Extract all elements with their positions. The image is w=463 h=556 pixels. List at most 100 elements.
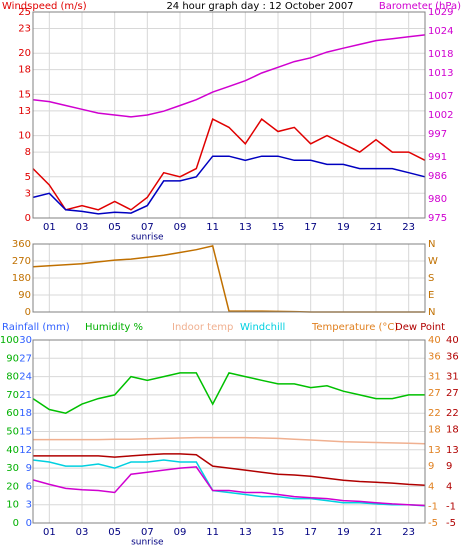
data-line xyxy=(32,155,426,215)
x-tick-label: 05 xyxy=(108,222,121,233)
y-tick-label: -5 xyxy=(446,518,456,529)
y-tick-label: 27 xyxy=(19,353,32,364)
x-tick-label: 15 xyxy=(272,222,285,233)
x-tick-label: 17 xyxy=(304,527,317,538)
y-tick-label: 0 xyxy=(13,518,19,529)
y-tick-label: N xyxy=(428,307,435,318)
data-line xyxy=(33,453,426,486)
y-tick-label: 18 xyxy=(428,424,441,435)
y-tick-label: 3 xyxy=(25,188,31,199)
y-tick-label: 997 xyxy=(428,129,447,140)
y-tick-label: 30 xyxy=(19,335,32,346)
y-tick-label: 360 xyxy=(12,239,31,250)
y-tick-label: -1 xyxy=(428,502,438,513)
y-tick-label: 31 xyxy=(428,372,441,383)
x-tick-label: 23 xyxy=(402,222,415,233)
plot-frame xyxy=(32,339,426,524)
y-tick-label: 4 xyxy=(428,481,434,492)
y-tick-label: 0 xyxy=(25,307,31,318)
sunrise-label: sunrise xyxy=(131,538,164,548)
x-tick-label: 03 xyxy=(76,222,89,233)
data-line xyxy=(32,459,426,507)
y-tick-label: 40 xyxy=(6,445,19,456)
y-tick-label: 980 xyxy=(428,194,447,205)
axis-label: Temperature (°C) xyxy=(311,322,398,333)
axis-label: Dew Point xyxy=(395,322,445,333)
axis-label: Humidity % xyxy=(85,322,143,333)
y-tick-label: N xyxy=(428,239,435,250)
y-tick-label: 36 xyxy=(428,351,441,362)
y-tick-label: 31 xyxy=(446,372,459,383)
plot-frame xyxy=(32,243,426,313)
y-tick-label: 0 xyxy=(26,518,32,529)
y-tick-label: 5 xyxy=(25,172,31,183)
y-tick-label: 13 xyxy=(428,445,441,456)
y-tick-label: 13 xyxy=(446,445,459,456)
data-line xyxy=(32,466,426,507)
y-tick-label: 6 xyxy=(26,481,32,492)
y-tick-label: 8 xyxy=(25,147,31,158)
y-tick-label: 180 xyxy=(12,273,31,284)
data-line xyxy=(32,372,425,414)
y-tick-label: 13 xyxy=(18,106,31,117)
x-tick-label: 13 xyxy=(239,527,252,538)
y-tick-label: 9 xyxy=(446,461,452,472)
y-tick-label: 50 xyxy=(6,427,19,438)
y-tick-label: 23 xyxy=(18,23,31,34)
y-tick-label: E xyxy=(428,290,434,301)
y-tick-label: 40 xyxy=(446,335,459,346)
y-tick-label: 18 xyxy=(19,408,32,419)
y-tick-label: 21 xyxy=(19,390,32,401)
y-tick-label: 9 xyxy=(26,463,32,474)
y-tick-label: 20 xyxy=(6,481,19,492)
y-tick-label: 1007 xyxy=(428,91,453,102)
x-tick-label: 09 xyxy=(174,527,187,538)
y-tick-label: 15 xyxy=(18,89,31,100)
x-tick-label: 19 xyxy=(337,222,350,233)
y-tick-label: 1024 xyxy=(428,26,453,37)
y-tick-label: 30 xyxy=(6,463,19,474)
x-tick-label: 17 xyxy=(304,222,317,233)
y-tick-label: 80 xyxy=(6,372,19,383)
y-tick-label: 12 xyxy=(19,445,32,456)
y-tick-label: 20 xyxy=(18,48,31,59)
y-tick-label: 60 xyxy=(6,408,19,419)
plot-frame xyxy=(32,11,426,219)
x-tick-label: 03 xyxy=(76,527,89,538)
y-tick-label: 1018 xyxy=(428,49,453,60)
y-tick-label: 270 xyxy=(12,256,31,267)
x-tick-label: 01 xyxy=(43,222,56,233)
y-tick-label: 975 xyxy=(428,213,447,224)
x-tick-label: 01 xyxy=(43,527,56,538)
y-tick-label: 1013 xyxy=(428,68,453,79)
y-tick-label: 22 xyxy=(428,408,441,419)
y-tick-label: 27 xyxy=(446,388,459,399)
y-tick-label: 986 xyxy=(428,171,447,182)
axis-label: Barometer (hPa) xyxy=(379,1,461,12)
x-tick-label: 13 xyxy=(239,222,252,233)
y-tick-label: 25 xyxy=(18,7,31,18)
y-tick-label: 40 xyxy=(428,335,441,346)
x-tick-label: 07 xyxy=(141,222,154,233)
x-tick-label: 11 xyxy=(206,222,219,233)
y-tick-label: 90 xyxy=(18,290,31,301)
y-tick-label: 1002 xyxy=(428,110,453,121)
x-tick-label: 21 xyxy=(370,527,383,538)
data-line xyxy=(32,34,426,118)
x-tick-label: 23 xyxy=(402,527,415,538)
plot-area xyxy=(33,12,425,218)
y-tick-label: 1029 xyxy=(428,7,453,18)
y-tick-label: 3 xyxy=(26,500,32,511)
y-tick-label: S xyxy=(428,273,434,284)
y-tick-label: 27 xyxy=(428,388,441,399)
y-tick-label: 36 xyxy=(446,351,459,362)
y-tick-label: W xyxy=(428,256,438,267)
y-tick-label: -5 xyxy=(428,518,438,529)
y-tick-label: 10 xyxy=(6,500,19,511)
y-tick-label: 15 xyxy=(19,427,32,438)
y-tick-label: 22 xyxy=(446,408,459,419)
x-tick-label: 05 xyxy=(108,527,121,538)
y-tick-label: -1 xyxy=(446,502,456,513)
y-tick-label: 100 xyxy=(0,335,19,346)
